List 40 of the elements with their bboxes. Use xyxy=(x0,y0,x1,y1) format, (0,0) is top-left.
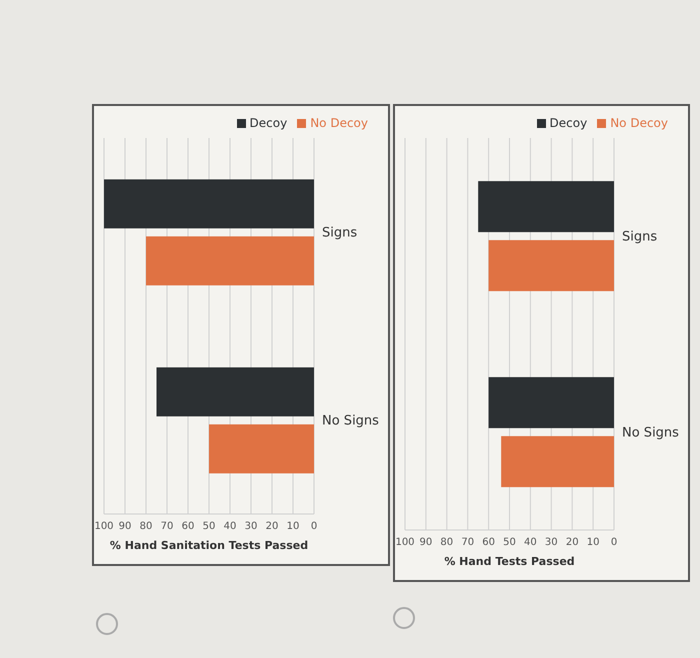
x-tick-label: 70 xyxy=(160,521,174,532)
x-axis-title: % Hand Tests Passed xyxy=(444,555,575,568)
legend-label: Decoy xyxy=(550,116,588,130)
y-tick-label: No Signs xyxy=(322,414,380,429)
x-tick-label: 80 xyxy=(140,521,152,532)
bar xyxy=(104,179,314,228)
x-tick-label: 100 xyxy=(395,537,415,548)
bar xyxy=(209,424,314,474)
y-tick-label: No Signs xyxy=(622,426,680,441)
x-tick-label: 50 xyxy=(503,537,516,548)
bar xyxy=(488,240,614,292)
legend-label: No Decoy xyxy=(310,116,368,130)
legend-label: No Decoy xyxy=(610,116,668,130)
x-tick-label: 40 xyxy=(524,537,537,548)
y-tick-label: Signs xyxy=(322,226,358,241)
x-tick-label: 20 xyxy=(566,537,579,548)
x-tick-label: 30 xyxy=(544,537,558,548)
x-tick-label: 10 xyxy=(286,521,300,532)
x-tick-label: 0 xyxy=(310,521,318,532)
x-tick-label: 80 xyxy=(440,537,454,548)
x-tick-label: 70 xyxy=(461,537,474,548)
legend-label: Decoy xyxy=(250,116,288,130)
bar xyxy=(478,181,614,232)
x-axis-title: % Hand Sanitation Tests Passed xyxy=(110,539,308,552)
bar xyxy=(146,236,314,286)
bar xyxy=(488,377,614,428)
x-tick-label: 60 xyxy=(182,521,194,532)
x-tick-label: 50 xyxy=(202,521,216,532)
x-tick-label: 20 xyxy=(266,521,278,532)
x-tick-label: 40 xyxy=(224,521,236,532)
bar xyxy=(156,367,314,416)
bar xyxy=(501,436,614,488)
x-tick-label: 30 xyxy=(244,521,258,532)
x-tick-label: 0 xyxy=(610,537,618,548)
x-tick-label: 60 xyxy=(482,537,495,548)
x-tick-label: 90 xyxy=(420,537,432,548)
x-tick-label: 90 xyxy=(118,521,132,532)
y-tick-label: Signs xyxy=(622,230,658,245)
x-tick-label: 100 xyxy=(94,521,114,532)
x-tick-label: 10 xyxy=(586,537,600,548)
